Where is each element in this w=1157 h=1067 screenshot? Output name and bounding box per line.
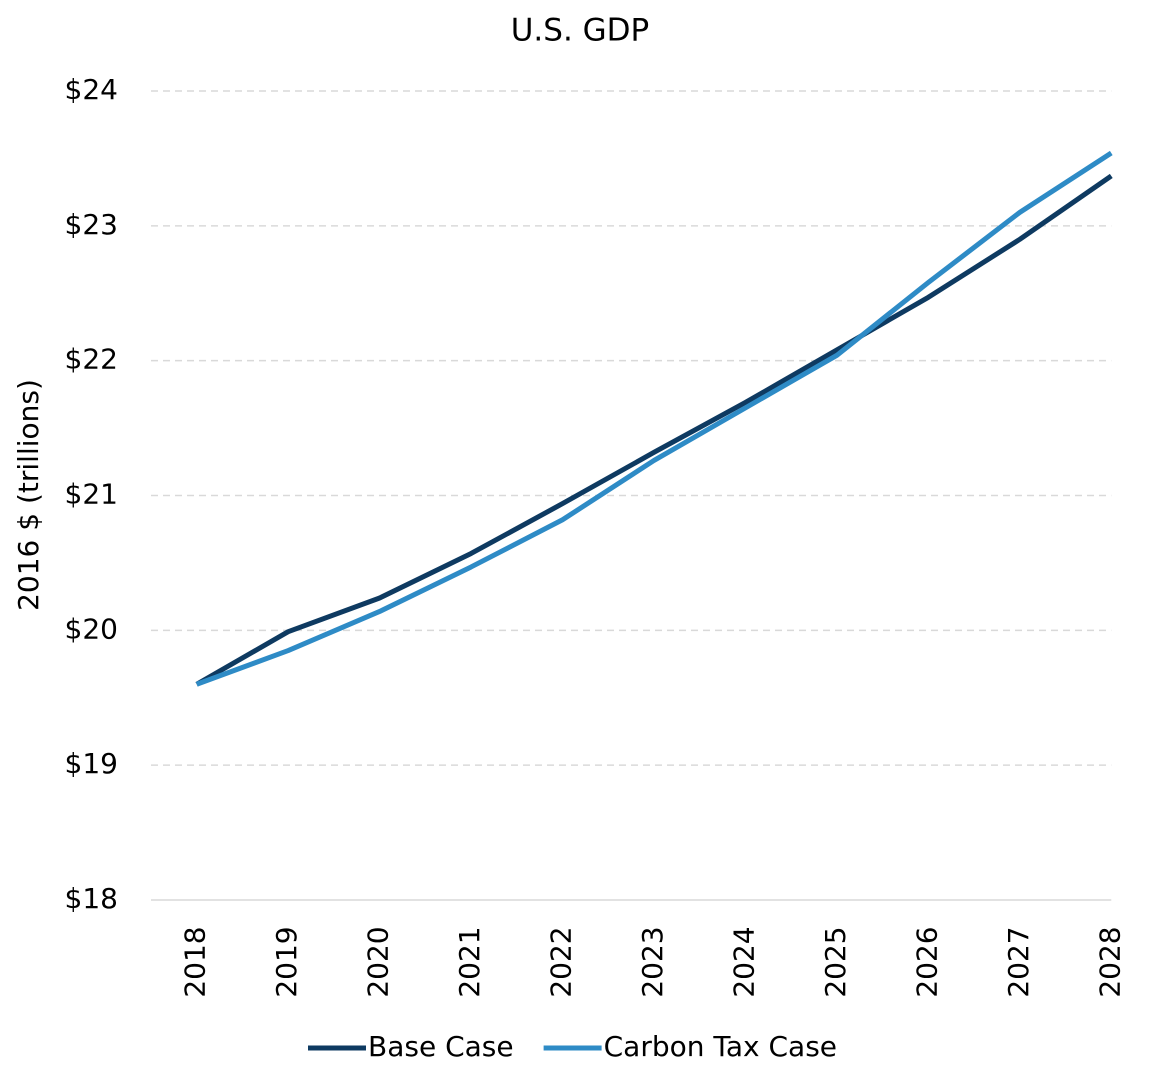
y-axis-label: 2016 $ (trillions) — [12, 379, 45, 611]
y-tick-label: $20 — [65, 612, 118, 645]
y-tick-label: $21 — [65, 478, 118, 511]
line-series — [195, 150, 1113, 687]
line-series — [195, 173, 1113, 687]
x-tick-label: 2018 — [179, 926, 212, 997]
x-tick-label: 2019 — [270, 926, 303, 997]
x-tick-label: 2022 — [545, 926, 578, 997]
x-tick-label: 2027 — [1002, 926, 1035, 997]
x-tick-label: 2024 — [727, 926, 760, 997]
x-tick-label: 2020 — [362, 926, 395, 997]
x-tick-label: 2025 — [819, 926, 852, 997]
y-tick-label: $18 — [65, 882, 118, 915]
y-tick-label: $19 — [65, 747, 118, 780]
x-tick-label: 2028 — [1093, 926, 1126, 997]
y-tick-label: $22 — [65, 343, 118, 376]
x-tick-label: 2023 — [636, 926, 669, 997]
x-tick-label: 2021 — [453, 926, 486, 997]
legend-label: Carbon Tax Case — [604, 1030, 837, 1063]
x-tick-label: 2026 — [910, 926, 943, 997]
y-tick-label: $23 — [65, 208, 118, 241]
chart-title: U.S. GDP — [511, 13, 650, 49]
legend-label: Base Case — [368, 1030, 514, 1063]
y-tick-label: $24 — [65, 73, 118, 106]
